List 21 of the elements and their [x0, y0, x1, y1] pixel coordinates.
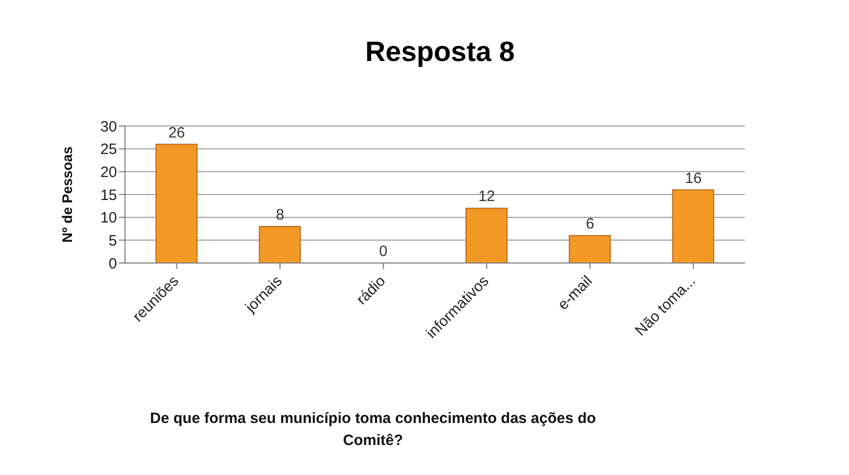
data-label: 26: [168, 124, 186, 142]
data-label: 8: [276, 206, 284, 224]
bar: [466, 208, 508, 263]
bar: [258, 226, 301, 263]
y-tick-label: 25: [100, 141, 117, 158]
y-tick-label: 15: [100, 186, 117, 204]
bar: [568, 235, 611, 263]
chart-title: Resposta 8: [364, 36, 516, 68]
bar: [672, 189, 714, 263]
y-tick-label: 10: [100, 210, 117, 227]
y-axis-title: Nº de Pessoas: [58, 146, 75, 243]
y-tick-label: 20: [100, 164, 117, 181]
y-tick-label: 0: [108, 255, 117, 272]
data-label: 6: [586, 216, 594, 233]
bar: [156, 144, 198, 263]
x-axis-title: De que forma seu município toma conhecimento das ações do Comitê?: [149, 409, 597, 451]
data-label: 0: [379, 243, 388, 260]
data-label: 12: [478, 188, 496, 206]
y-tick-label: 5: [108, 232, 117, 250]
y-tick-label: 30: [100, 118, 117, 136]
data-label: 16: [684, 170, 702, 187]
